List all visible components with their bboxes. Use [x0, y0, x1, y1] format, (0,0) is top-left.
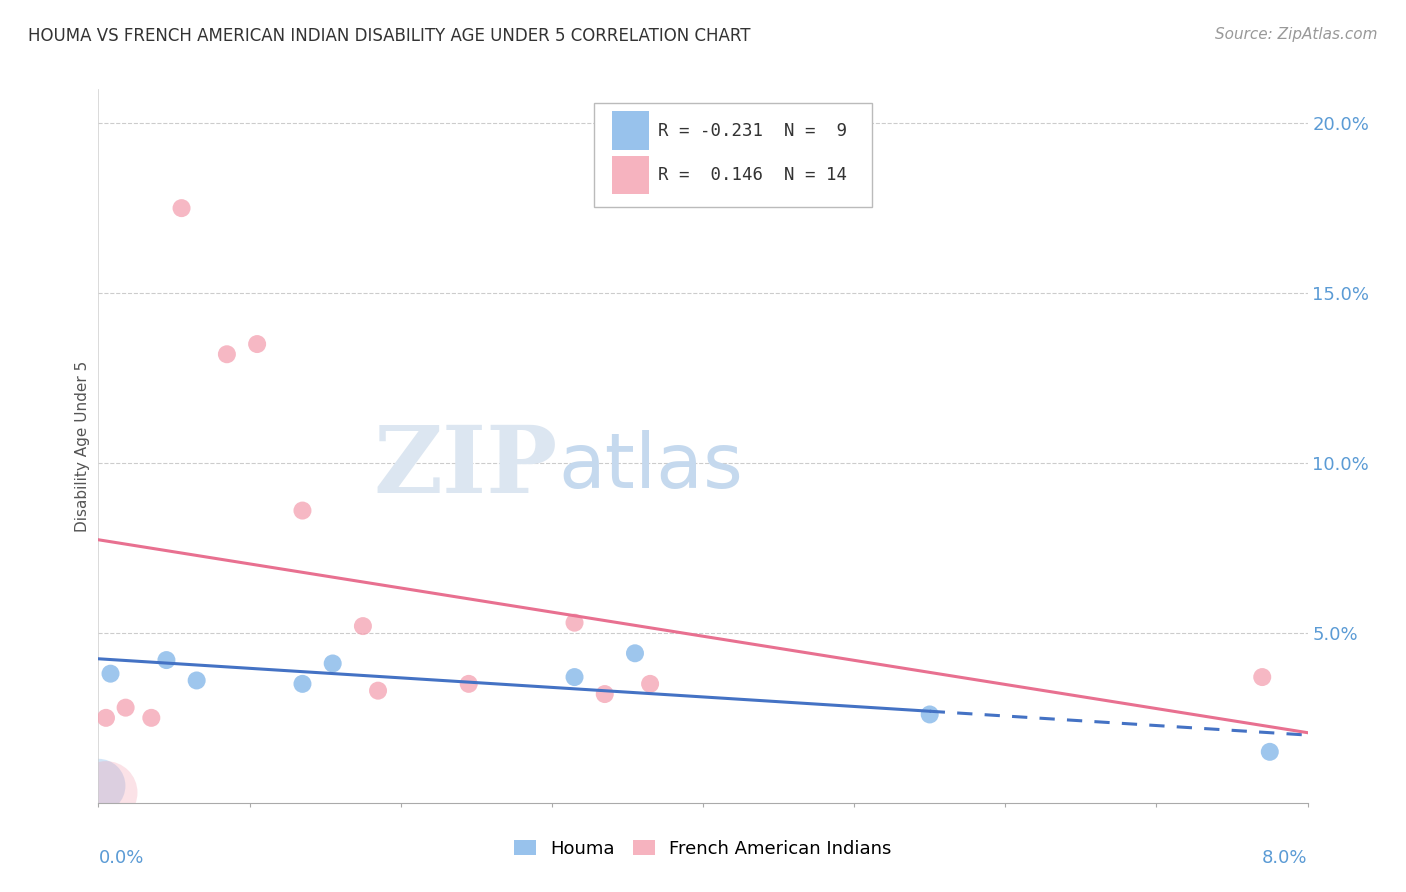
Y-axis label: Disability Age Under 5: Disability Age Under 5 — [75, 360, 90, 532]
Ellipse shape — [368, 681, 387, 699]
Text: HOUMA VS FRENCH AMERICAN INDIAN DISABILITY AGE UNDER 5 CORRELATION CHART: HOUMA VS FRENCH AMERICAN INDIAN DISABILI… — [28, 27, 751, 45]
FancyBboxPatch shape — [613, 155, 648, 194]
Ellipse shape — [565, 668, 583, 686]
Text: 0.0%: 0.0% — [98, 849, 143, 867]
Text: R =  0.146  N = 14: R = 0.146 N = 14 — [658, 166, 848, 184]
Ellipse shape — [75, 761, 138, 824]
Ellipse shape — [97, 709, 115, 727]
FancyBboxPatch shape — [595, 103, 872, 207]
Text: 8.0%: 8.0% — [1263, 849, 1308, 867]
Ellipse shape — [187, 672, 205, 690]
Text: R = -0.231  N =  9: R = -0.231 N = 9 — [658, 121, 848, 139]
Text: Source: ZipAtlas.com: Source: ZipAtlas.com — [1215, 27, 1378, 42]
Ellipse shape — [247, 335, 266, 353]
Ellipse shape — [294, 675, 312, 693]
Legend: Houma, French American Indians: Houma, French American Indians — [515, 840, 891, 858]
Text: ZIP: ZIP — [374, 423, 558, 512]
Ellipse shape — [641, 675, 659, 693]
Ellipse shape — [117, 698, 135, 716]
Ellipse shape — [218, 345, 236, 363]
Text: atlas: atlas — [558, 431, 742, 504]
Ellipse shape — [1253, 668, 1271, 686]
Ellipse shape — [354, 617, 373, 635]
Ellipse shape — [921, 706, 939, 723]
Ellipse shape — [101, 665, 120, 682]
Ellipse shape — [565, 614, 583, 632]
Ellipse shape — [1261, 743, 1279, 761]
Ellipse shape — [173, 199, 191, 217]
Ellipse shape — [626, 644, 644, 662]
Ellipse shape — [460, 675, 478, 693]
Ellipse shape — [294, 501, 312, 519]
FancyBboxPatch shape — [613, 112, 648, 150]
Ellipse shape — [157, 651, 176, 669]
Ellipse shape — [323, 655, 342, 673]
Ellipse shape — [142, 709, 160, 727]
Ellipse shape — [596, 685, 614, 703]
Ellipse shape — [72, 759, 125, 813]
